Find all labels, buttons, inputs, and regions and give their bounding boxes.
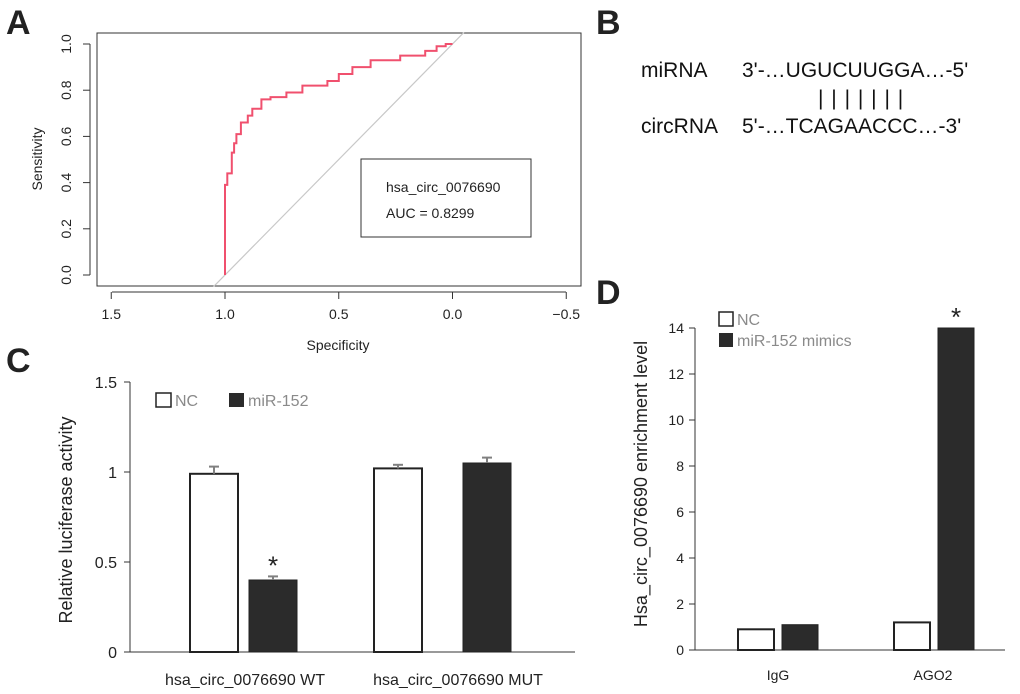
- bar-mimics-igg: [781, 624, 819, 651]
- legend-label-nc: NC: [175, 393, 198, 410]
- roc-y-tick-label: 0.4: [58, 173, 74, 193]
- mirna-label: miRNA: [641, 59, 708, 82]
- circrna-sequence: 5'-…TCAGAACCC…-3': [742, 115, 961, 138]
- enrichment-y-tick-label: 12: [668, 366, 684, 382]
- bar-nc-mut: [373, 467, 423, 653]
- luciferase-chart: 00.511.5 hsa_circ_0076690 WT hsa_circ_007…: [56, 375, 575, 689]
- enrichment-y-tick-label: 14: [668, 320, 684, 336]
- circrna-label: circRNA: [641, 115, 718, 138]
- roc-y-tick-label: 0.6: [58, 126, 74, 146]
- bar-mir152-mut: [462, 462, 512, 653]
- luciferase-category-label: hsa_circ_0076690 WT: [165, 672, 325, 689]
- luciferase-y-tick-label: 0.5: [95, 555, 117, 572]
- enrichment-y-axis-title: Hsa_circ_0076690 enrichment level: [631, 341, 652, 627]
- legend-swatch-nc: [155, 392, 172, 408]
- roc-curve: [224, 43, 453, 275]
- roc-chart: 0.0 0.2 0.4 0.6 0.8 1.0 1.5 1.0 0.5 0.0 −0.5 Spec…: [29, 32, 582, 353]
- roc-x-axis: 1.5 1.0 0.5 0.0 −0.5: [102, 291, 580, 322]
- roc-y-axis-title: Sensitivity: [29, 127, 45, 190]
- enrichment-y-tick-label: 6: [676, 504, 684, 520]
- luciferase-category-label: hsa_circ_0076690 MUT: [373, 672, 543, 689]
- roc-y-tick-label: 1.0: [58, 34, 74, 54]
- roc-reference-line: [213, 32, 465, 287]
- roc-x-tick-label: 0.5: [329, 306, 349, 322]
- bar-nc-igg: [737, 628, 775, 651]
- luciferase-y-axis-title: Relative luciferase activity: [56, 416, 76, 623]
- legend-swatch-mimics: [719, 333, 733, 347]
- roc-y-tick-label: 0.8: [58, 80, 74, 100]
- roc-x-tick-label: 1.5: [102, 306, 122, 322]
- roc-x-tick-label: −0.5: [552, 306, 580, 322]
- mirna-sequence: 3'-…UGUCUUGGA…-5': [742, 59, 968, 82]
- roc-plot-frame: [96, 32, 582, 287]
- roc-legend-auc: AUC = 0.8299: [386, 205, 475, 221]
- roc-legend-box: [360, 158, 532, 238]
- sequence-alignment: miRNA 3'-…UGUCUUGGA…-5' | | | | | | | ci…: [641, 59, 968, 138]
- roc-y-tick-label: 0.2: [58, 219, 74, 239]
- legend-label-mir152: miR-152: [248, 393, 309, 410]
- panel-label-a: A: [6, 4, 31, 42]
- roc-x-tick-label: 0.0: [443, 306, 463, 322]
- roc-x-axis-title: Specificity: [306, 337, 369, 353]
- roc-x-tick-label: 1.0: [215, 306, 235, 322]
- panel-label-c: C: [6, 342, 31, 380]
- luciferase-bars: hsa_circ_0076690 WT hsa_circ_0076690 MUT *: [165, 456, 543, 689]
- legend-swatch-mir152: [229, 393, 244, 407]
- roc-legend: hsa_circ_0076690 AUC = 0.8299: [360, 158, 532, 238]
- bar-mimics-ago2: [937, 327, 975, 651]
- bar-mir152-wt: [248, 579, 298, 653]
- base-pairing-lines: | | | | | | |: [818, 87, 904, 110]
- roc-legend-name: hsa_circ_0076690: [386, 179, 501, 195]
- enrichment-y-tick-label: 2: [676, 596, 684, 612]
- enrichment-category-label: IgG: [767, 667, 790, 683]
- enrichment-category-label: AGO2: [914, 667, 953, 683]
- significance-star: *: [951, 302, 961, 332]
- luciferase-y-tick-label: 1: [108, 465, 117, 482]
- significance-star: *: [268, 550, 278, 580]
- panel-label-d: D: [596, 274, 621, 312]
- luciferase-y-tick-label: 1.5: [95, 375, 117, 392]
- roc-y-axis: 0.0 0.2 0.4 0.6 0.8 1.0: [58, 34, 91, 285]
- enrichment-y-tick-label: 10: [668, 412, 684, 428]
- enrichment-axes: 0 2 4 6 8 10 12 14: [668, 320, 1005, 658]
- enrichment-y-tick-label: 0: [676, 642, 684, 658]
- legend-label-nc-d: NC: [737, 312, 760, 329]
- enrichment-legend: NC miR-152 mimics: [718, 311, 852, 350]
- enrichment-y-tick-label: 4: [676, 550, 684, 566]
- panel-label-b: B: [596, 4, 621, 42]
- legend-label-mimics: miR-152 mimics: [737, 333, 852, 350]
- enrichment-bars: IgG AGO2 *: [737, 302, 975, 683]
- enrichment-y-tick-label: 8: [676, 458, 684, 474]
- luciferase-legend: NC miR-152: [155, 392, 309, 410]
- bar-nc-ago2: [893, 621, 931, 652]
- enrichment-chart: 0 2 4 6 8 10 12 14 IgG AGO2 * Hsa_circ_0076690 en…: [631, 302, 1005, 683]
- roc-y-tick-label: 0.0: [58, 265, 74, 285]
- luciferase-y-tick-label: 0: [108, 645, 117, 662]
- bar-nc-wt: [189, 472, 239, 653]
- legend-swatch-nc-d: [718, 311, 734, 327]
